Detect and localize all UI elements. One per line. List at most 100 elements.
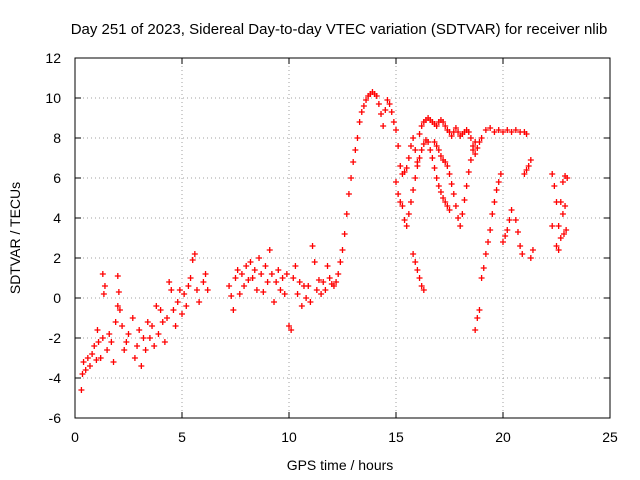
data-point [437,153,444,159]
data-point [343,211,350,217]
data-point [435,183,442,189]
y-tick-label: 12 [45,50,61,66]
data-point [508,207,515,213]
data-point [557,235,564,241]
data-point [562,203,569,209]
data-point [202,271,209,277]
data-point [232,275,239,281]
data-point [99,335,106,341]
data-point [315,277,322,283]
data-point [196,299,203,305]
data-point [94,327,101,333]
x-tick-label: 15 [388,429,404,445]
data-point [442,123,449,129]
data-point [324,263,331,269]
data-point [405,155,412,161]
data-point [504,227,511,233]
data-point [457,223,464,229]
data-point [485,239,492,245]
data-point [474,315,481,321]
y-tick-label: 10 [45,90,61,106]
data-point [393,179,399,185]
data-point [108,339,115,345]
data-point [410,251,417,257]
data-point [189,257,196,263]
data-point [305,283,312,289]
data-point [260,289,267,295]
data-point [78,387,85,393]
data-point [463,183,470,189]
data-point [435,147,442,153]
data-point [442,199,449,205]
data-point [279,275,286,281]
data-point [519,251,526,257]
data-point [112,319,119,325]
data-point [360,103,367,109]
data-point [236,291,243,297]
data-point [116,307,123,313]
data-point [123,339,130,345]
data-point [176,287,183,293]
data-point [335,271,342,277]
x-tick-label: 5 [178,429,186,445]
data-point [183,303,190,309]
data-point [523,167,530,173]
y-tick-label: 2 [53,250,61,266]
data-point [110,359,117,365]
data-point [253,287,260,293]
data-point [418,123,425,129]
data-point [514,229,521,235]
x-tick-label: 0 [71,429,79,445]
data-point [512,217,519,223]
x-tick-label: 20 [495,429,511,445]
data-point [420,287,427,293]
y-tick-label: 8 [53,130,61,146]
data-point [401,169,408,175]
data-point [193,287,200,293]
data-point [476,307,483,313]
data-point [204,287,211,293]
data-point [416,275,423,281]
data-point [191,251,198,257]
data-point [397,163,404,169]
data-point [320,279,327,285]
data-point [166,279,173,285]
data-point [187,275,194,281]
data-point [79,371,86,377]
data-point [93,357,100,363]
data-point [412,175,419,181]
data-point [440,119,447,125]
data-point [146,335,153,341]
data-point [399,203,406,209]
data-point [480,265,487,271]
data-point [140,335,147,341]
data-point [393,127,399,133]
data-point [313,287,320,293]
x-tick-label: 10 [281,429,297,445]
data-point [129,315,136,321]
data-point [330,283,337,289]
data-point [86,363,93,369]
data-point [452,125,459,131]
data-point [318,291,325,297]
data-point [358,109,365,115]
data-point [517,243,524,249]
data-point [277,287,284,293]
data-point [119,323,126,329]
plot-frame [74,57,611,419]
data-point [405,211,412,217]
data-point [529,247,536,253]
data-point [525,163,532,169]
data-point [341,231,348,237]
data-point [136,327,143,333]
data-point [326,275,333,281]
data-point [115,289,122,295]
data-point [455,129,462,135]
data-point [268,271,275,277]
data-point [114,303,121,309]
data-point [555,247,562,253]
y-tick-label: 4 [53,210,61,226]
data-point [416,155,423,161]
data-point [181,291,188,297]
